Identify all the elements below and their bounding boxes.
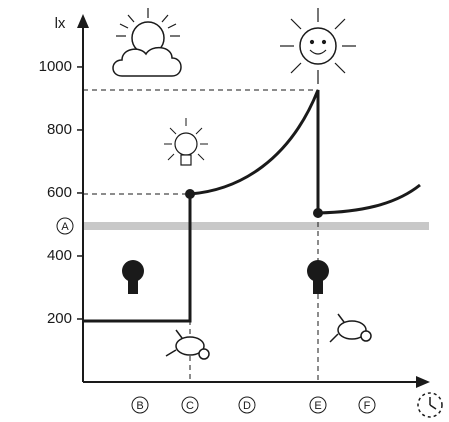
clock-icon bbox=[417, 392, 443, 418]
y-axis-label: lx bbox=[55, 15, 66, 32]
lux-curve bbox=[83, 89, 421, 323]
guides bbox=[83, 89, 319, 382]
label-text: F bbox=[364, 400, 371, 412]
label-circle bbox=[131, 396, 149, 414]
label-circle bbox=[238, 396, 256, 414]
person-icon bbox=[329, 313, 372, 343]
label-text: A bbox=[61, 221, 69, 233]
circled-label: F bbox=[358, 396, 376, 414]
label-circle bbox=[309, 396, 327, 414]
circled-label: C bbox=[181, 396, 199, 414]
bulb-icon bbox=[122, 260, 144, 294]
circled-label: E bbox=[309, 396, 327, 414]
axes bbox=[77, 14, 430, 388]
circled-label: B bbox=[131, 396, 149, 414]
sun-cloud-icon bbox=[112, 8, 182, 77]
y-tick-label: 600 bbox=[47, 184, 72, 201]
bulb-icon bbox=[307, 260, 329, 294]
label-text: E bbox=[314, 400, 321, 412]
label-text: D bbox=[243, 400, 251, 412]
point bbox=[313, 208, 323, 218]
label-text: C bbox=[186, 400, 194, 412]
threshold-band bbox=[83, 222, 429, 230]
lit-bulb-icon bbox=[164, 118, 208, 166]
sun-icon bbox=[280, 8, 356, 84]
label-circle bbox=[181, 396, 199, 414]
y-tick-label: 200 bbox=[47, 310, 72, 327]
circled-label: D bbox=[238, 396, 256, 414]
label-text: B bbox=[136, 400, 143, 412]
person-icon bbox=[165, 329, 210, 360]
y-tick-label: 800 bbox=[47, 121, 72, 138]
y-tick-label: 400 bbox=[47, 247, 72, 264]
circled-label: A bbox=[56, 217, 74, 235]
label-circle bbox=[358, 396, 376, 414]
label-circle bbox=[56, 217, 74, 235]
point bbox=[185, 189, 195, 199]
y-tick-label: 1000 bbox=[39, 58, 72, 75]
